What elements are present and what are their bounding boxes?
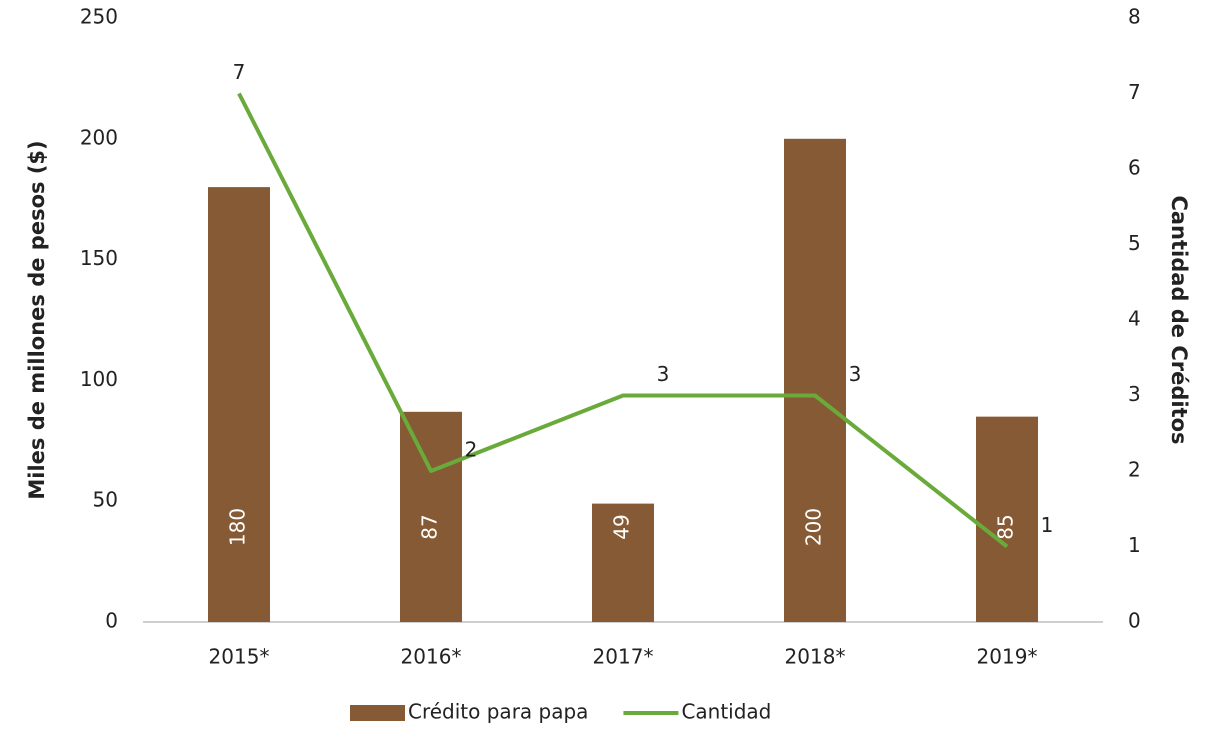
bar-data-label: 87 <box>418 514 442 539</box>
line-data-label: 7 <box>233 60 246 84</box>
line <box>237 92 1009 549</box>
y2-tick-label: 2 <box>1128 458 1141 482</box>
x-tick-label: 2018* <box>785 645 846 669</box>
y-axis-title: Miles de millones de pesos ($) <box>25 140 49 499</box>
x-tick-label: 2017* <box>593 645 654 669</box>
x-tick-label: 2019* <box>977 645 1038 669</box>
legend-swatch <box>350 705 405 721</box>
y2-tick-label: 0 <box>1128 609 1141 633</box>
y-tick-label: 150 <box>80 246 118 270</box>
bar-data-label: 200 <box>802 508 826 546</box>
line-data-label: 1 <box>1041 513 1054 537</box>
bar <box>784 138 846 623</box>
bar <box>976 416 1038 622</box>
line-data-label: 3 <box>849 362 862 386</box>
y-tick-label: 100 <box>80 367 118 391</box>
x-tick-label: 2015* <box>209 645 270 669</box>
y2-tick-label: 7 <box>1128 80 1141 104</box>
bar-data-label: 180 <box>226 508 250 546</box>
y2-axis-title: Cantidad de Créditos <box>1167 195 1191 444</box>
bar-data-label: 49 <box>610 514 634 539</box>
y2-tick-label: 8 <box>1128 5 1141 29</box>
bar-data-label: 85 <box>994 514 1018 539</box>
y2-tick-label: 1 <box>1128 533 1141 557</box>
y2-tick-label: 3 <box>1128 382 1141 406</box>
y-tick-label: 50 <box>93 488 118 512</box>
legend-label: Cantidad <box>681 700 771 724</box>
bar <box>400 411 462 622</box>
y2-tick-label: 5 <box>1128 231 1141 255</box>
y-tick-label: 0 <box>105 609 118 633</box>
y-tick-label: 250 <box>80 5 118 29</box>
line-data-label: 2 <box>465 438 478 462</box>
x-tick-label: 2016* <box>401 645 462 669</box>
y2-tick-label: 6 <box>1128 156 1141 180</box>
line-data-label: 3 <box>657 362 670 386</box>
bar <box>208 187 270 622</box>
y-tick-label: 200 <box>80 125 118 149</box>
bar <box>592 503 654 622</box>
y2-tick-label: 4 <box>1128 307 1141 331</box>
legend-label: Crédito para papa <box>408 700 588 724</box>
